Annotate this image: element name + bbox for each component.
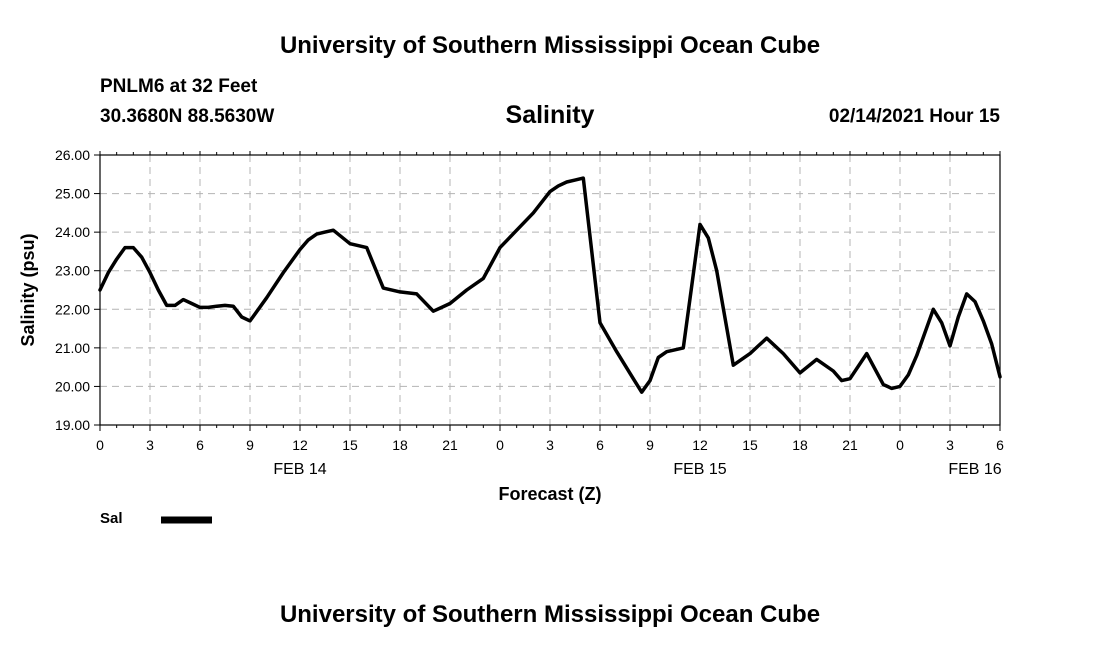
y-tick-label: 19.00	[55, 417, 90, 433]
y-tick-label: 20.00	[55, 378, 90, 394]
x-tick-label: 9	[646, 437, 654, 453]
x-tick-label: 12	[692, 437, 708, 453]
y-tick-label: 23.00	[55, 263, 90, 279]
legend-label: Sal	[100, 510, 123, 527]
datetime-label: 02/14/2021 Hour 15	[828, 106, 1000, 127]
y-tick-label: 26.00	[55, 147, 90, 163]
x-tick-label: 0	[896, 437, 904, 453]
x-tick-label: 0	[496, 437, 504, 453]
day-label: FEB 15	[673, 461, 726, 478]
x-tick-label: 18	[792, 437, 808, 453]
tick-layer: 19.00 20.00 21.00 22.00 23.00 24.00 25.00 26.00…	[55, 147, 1004, 478]
x-tick-label: 6	[196, 437, 204, 453]
x-tick-label: 18	[392, 437, 408, 453]
y-tick-label: 21.00	[55, 340, 90, 356]
coordinates-label: 30.3680N 88.5630W	[100, 106, 275, 127]
x-tick-label: 15	[342, 437, 358, 453]
x-axis-label: Forecast (Z)	[498, 484, 601, 504]
x-tick-label: 21	[442, 437, 458, 453]
x-tick-label: 3	[946, 437, 954, 453]
y-tick-label: 25.00	[55, 186, 90, 202]
x-tick-label: 21	[842, 437, 858, 453]
x-tick-label: 3	[146, 437, 154, 453]
y-tick-label: 22.00	[55, 301, 90, 317]
series-layer	[98, 176, 1002, 394]
day-label: FEB 14	[273, 461, 326, 478]
bottom-title: University of Southern Mississippi Ocean…	[279, 601, 821, 628]
x-tick-label: 15	[742, 437, 758, 453]
top-title: University of Southern Mississippi Ocean…	[279, 32, 821, 59]
x-tick-label: 6	[596, 437, 604, 453]
x-tick-label: 3	[546, 437, 554, 453]
y-tick-label: 24.00	[55, 224, 90, 240]
x-tick-label: 6	[996, 437, 1004, 453]
station-label: PNLM6 at 32 Feet	[100, 76, 258, 97]
salinity-series-line	[98, 176, 1002, 394]
x-tick-label: 9	[246, 437, 254, 453]
grid-layer	[100, 155, 1000, 425]
y-axis-label: Salinity (psu)	[18, 233, 38, 346]
x-tick-label: 0	[96, 437, 104, 453]
x-tick-label: 12	[292, 437, 308, 453]
parameter-title: Salinity	[505, 101, 595, 129]
day-label: FEB 16	[948, 461, 1001, 478]
